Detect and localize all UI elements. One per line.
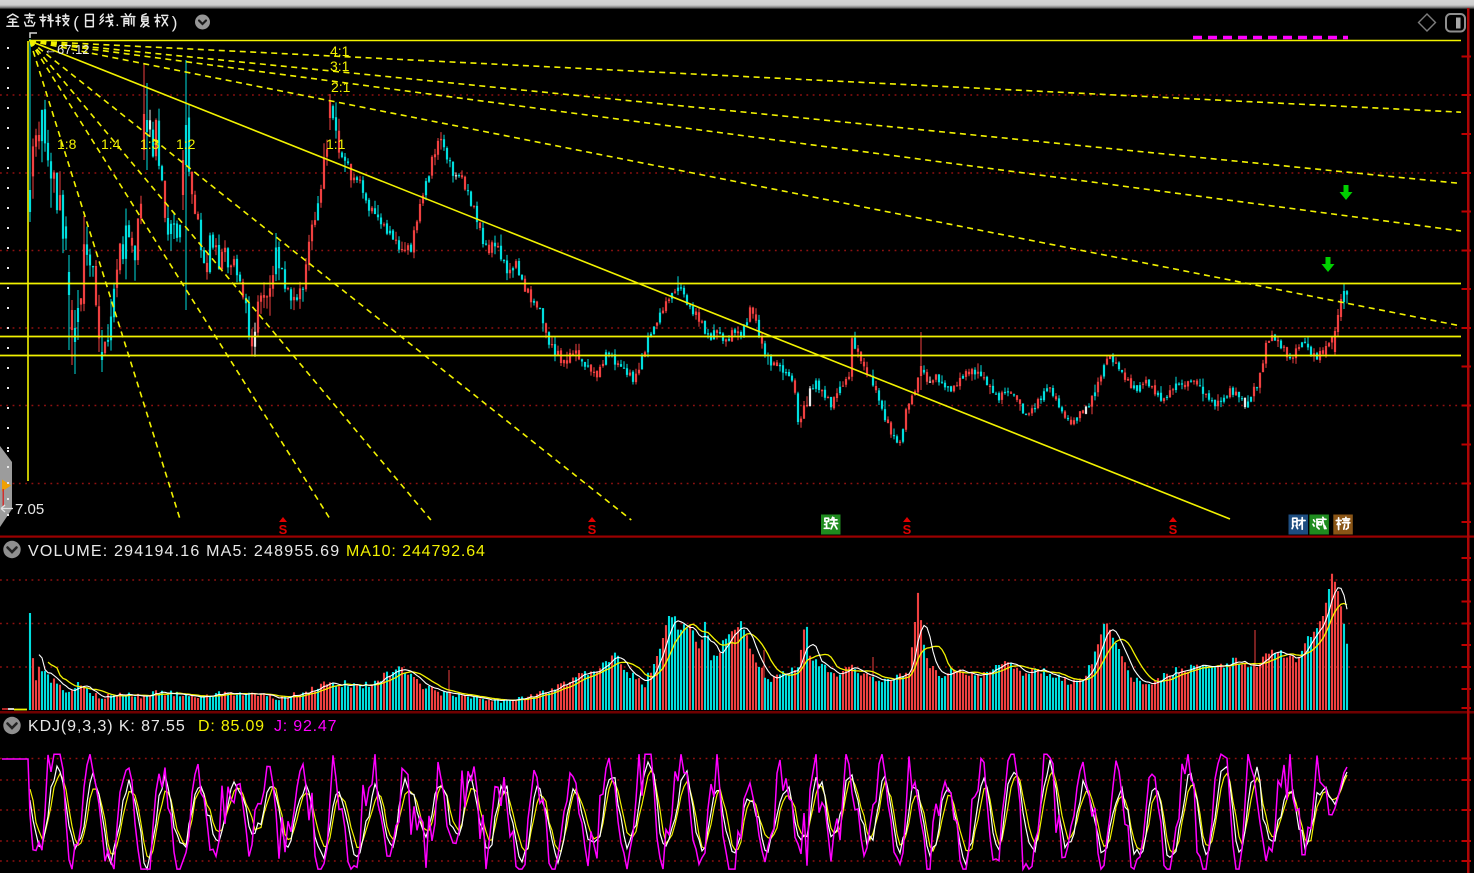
svg-text:D: 85.09: D: 85.09 xyxy=(198,718,265,735)
svg-text:←67.12: ←67.12 xyxy=(44,42,90,57)
svg-text:1:8: 1:8 xyxy=(57,136,77,152)
svg-text:KDJ(9,3,3) K: 87.55: KDJ(9,3,3) K: 87.55 xyxy=(28,718,186,735)
svg-text:S: S xyxy=(903,522,912,537)
svg-text:MA10: 244792.64: MA10: 244792.64 xyxy=(346,543,486,560)
svg-text:1:1: 1:1 xyxy=(326,136,346,152)
svg-text:S: S xyxy=(588,522,597,537)
svg-text:1:2: 1:2 xyxy=(176,136,196,152)
svg-text:.: . xyxy=(115,13,119,30)
svg-text:2:1: 2:1 xyxy=(331,79,351,95)
svg-text:S: S xyxy=(279,522,288,537)
svg-text:J: 92.47: J: 92.47 xyxy=(274,718,337,735)
svg-text:S: S xyxy=(1169,522,1178,537)
svg-text:(: ( xyxy=(73,13,79,32)
svg-text:3:1: 3:1 xyxy=(330,58,350,74)
svg-text:): ) xyxy=(172,13,178,32)
svg-text:VOLUME: 294194.16 MA5: 248955: VOLUME: 294194.16 MA5: 248955.69 xyxy=(28,543,340,560)
svg-text:7.05: 7.05 xyxy=(15,501,44,518)
svg-text:4:1: 4:1 xyxy=(330,43,350,59)
svg-text:1:4: 1:4 xyxy=(101,136,121,152)
svg-text:1:3: 1:3 xyxy=(140,136,160,152)
